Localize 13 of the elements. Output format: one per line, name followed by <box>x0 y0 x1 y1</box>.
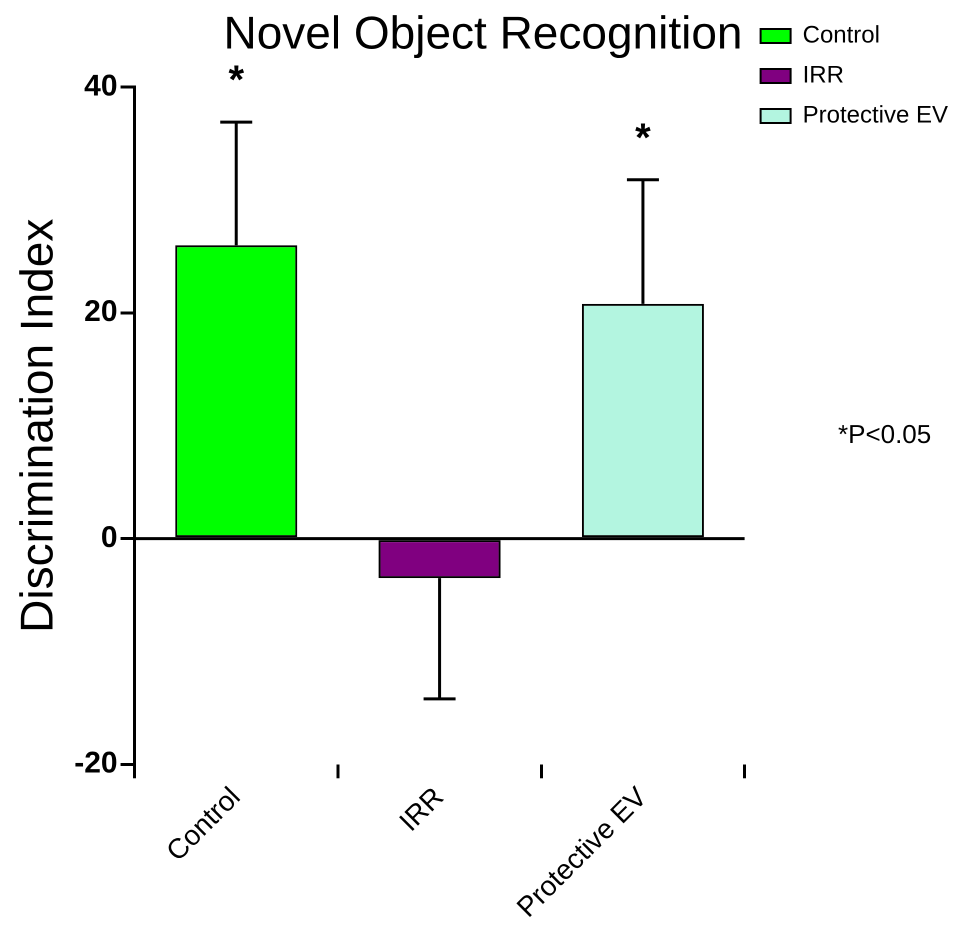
y-tick-label: 40 <box>84 69 118 102</box>
legend-label: Protective EV <box>802 102 948 129</box>
x-tick-label: IRR <box>393 780 450 837</box>
legend-label: Control <box>802 22 880 49</box>
y-tick-label: 0 <box>100 520 118 554</box>
y-axis-title: Discrimination Index <box>10 218 62 633</box>
annotation: * <box>635 116 652 160</box>
legend-label: IRR <box>802 62 844 89</box>
text: *P<0.05 <box>838 419 932 450</box>
annotation: * <box>228 58 244 102</box>
chart-title: Novel Object Recognition <box>223 6 743 58</box>
y-tick-label: -20 <box>74 746 118 780</box>
y-tick-label: 20 <box>84 295 118 328</box>
